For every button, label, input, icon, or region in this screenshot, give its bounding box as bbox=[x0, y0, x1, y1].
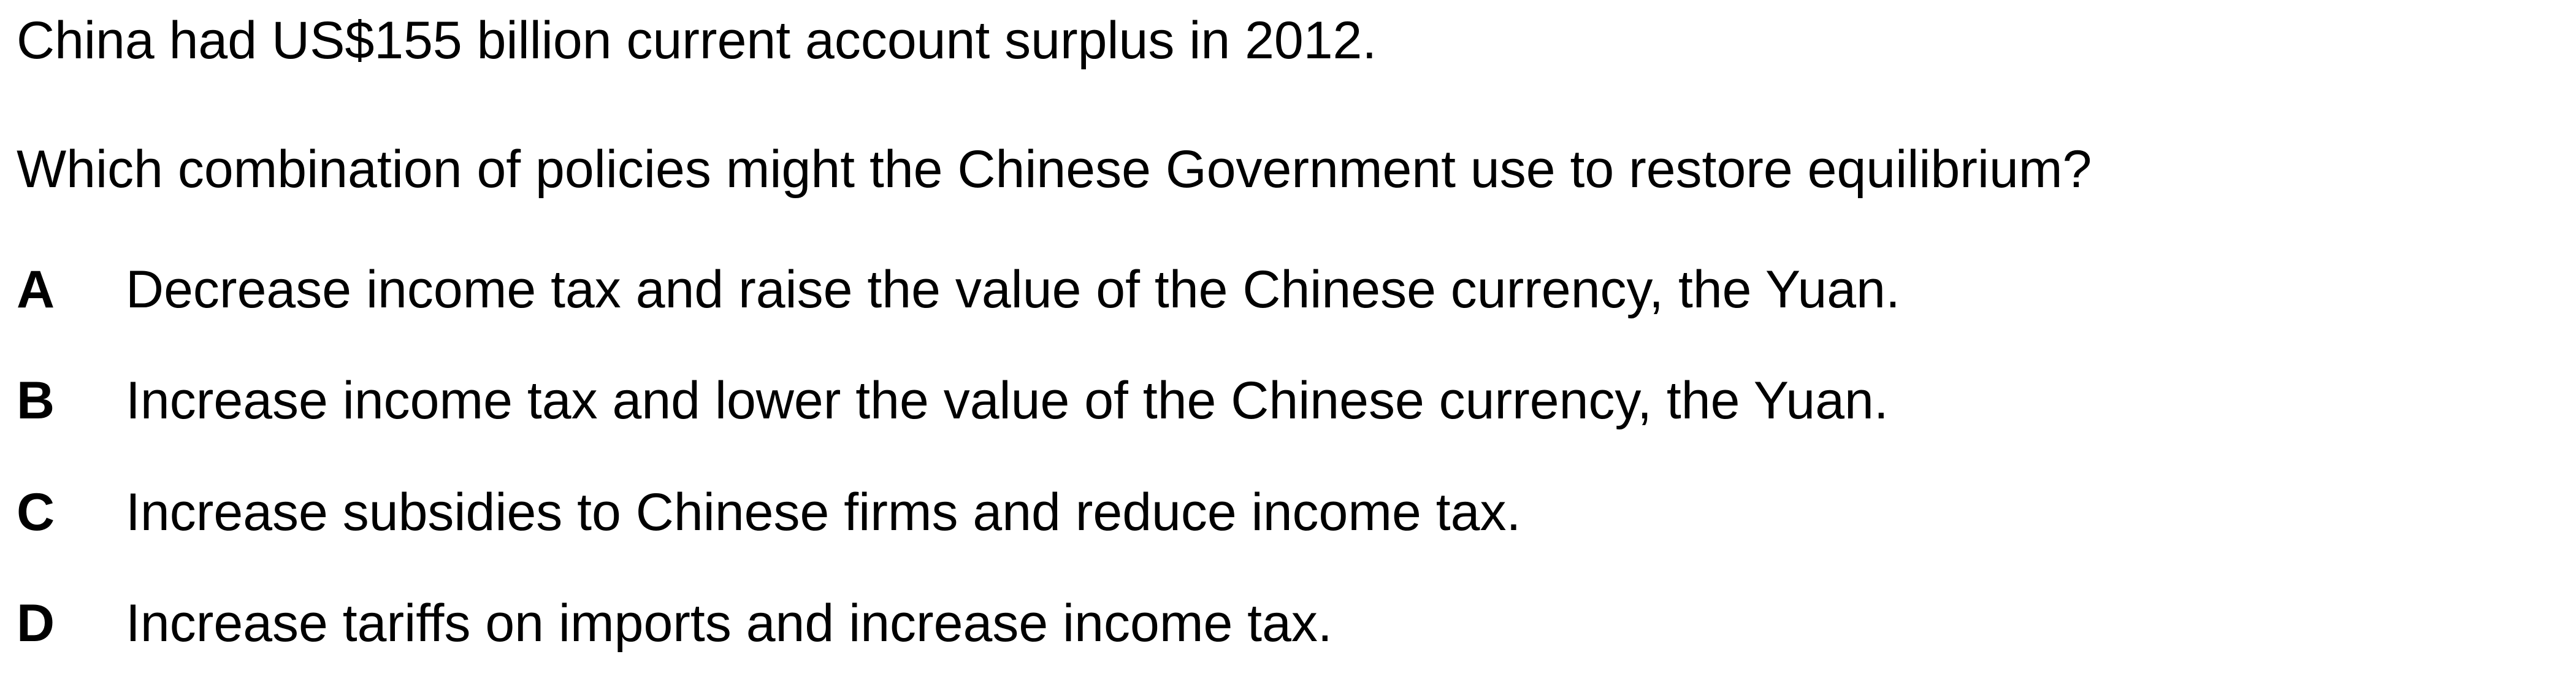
option-text: Increase subsidies to Chinese firms and … bbox=[126, 483, 1521, 542]
option-text: Increase income tax and lower the value … bbox=[126, 371, 1889, 430]
option-letter: A bbox=[17, 260, 55, 319]
option-letter: B bbox=[17, 371, 55, 430]
question-context: China had US$155 billion current account… bbox=[17, 11, 1377, 70]
option-text: Increase tariffs on imports and increase… bbox=[126, 594, 1332, 653]
option-text: Decrease income tax and raise the value … bbox=[126, 260, 1900, 319]
question-prompt: Which combination of policies might the … bbox=[17, 140, 2092, 199]
option-letter: C bbox=[17, 483, 55, 542]
option-letter: D bbox=[17, 594, 55, 653]
